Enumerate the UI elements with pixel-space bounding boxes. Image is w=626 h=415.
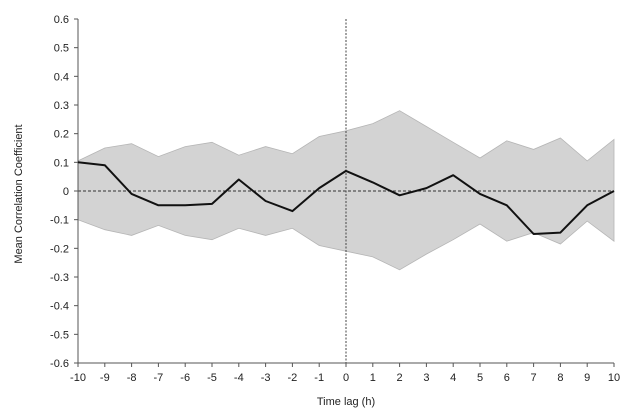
- reference-lines: [78, 19, 614, 363]
- x-tick-label: -5: [207, 372, 217, 384]
- x-tick-label: -8: [127, 372, 137, 384]
- x-tick-label: 1: [370, 372, 376, 384]
- series-layer: [77, 161, 615, 235]
- y-tick-label: 0: [63, 186, 69, 198]
- x-tick-label: -2: [288, 372, 298, 384]
- y-tick-label: 0.3: [54, 100, 69, 112]
- y-tick-label: 0.5: [54, 43, 69, 55]
- x-tick-label: 2: [397, 372, 403, 384]
- x-tick-label: -6: [180, 372, 190, 384]
- x-tick-label: 3: [423, 372, 429, 384]
- y-tick-label: -0.5: [50, 329, 69, 341]
- y-tick-label: -0.1: [50, 215, 69, 227]
- x-tick-label: -9: [100, 372, 110, 384]
- confidence-band: [77, 110, 615, 271]
- tick-labels: 0.6 0.5 0.4 0.3 0.2 0.1 0 -0.1 -0.2 -0.3 -0.4 -0.5 -…: [50, 14, 620, 384]
- y-tick-label: 0.6: [54, 14, 69, 26]
- y-tick-label: 0.2: [54, 129, 69, 141]
- x-tick-label: 4: [450, 372, 456, 384]
- x-tick-label: 6: [504, 372, 510, 384]
- x-tick-label: -10: [70, 372, 86, 384]
- y-tick-label: -0.2: [50, 243, 69, 255]
- band-layer: [77, 110, 615, 271]
- x-tick-label: -1: [314, 372, 324, 384]
- x-tick-label: 0: [343, 372, 349, 384]
- x-tick-label: -7: [154, 372, 164, 384]
- y-tick-label: 0.4: [54, 71, 69, 83]
- axes: [74, 18, 615, 367]
- y-tick-label: -0.4: [50, 301, 69, 313]
- x-tick-label: 5: [477, 372, 483, 384]
- x-axis-title: Time lag (h): [317, 396, 375, 408]
- x-tick-label: 10: [608, 372, 620, 384]
- y-tick-label: -0.3: [50, 272, 69, 284]
- x-tick-label: -3: [261, 372, 271, 384]
- x-tick-label: 8: [557, 372, 563, 384]
- x-tick-label: 9: [584, 372, 590, 384]
- x-tick-label: 7: [531, 372, 537, 384]
- y-tick-label: -0.6: [50, 358, 69, 370]
- mean-correlation-line: [77, 161, 615, 235]
- y-tick-label: 0.1: [54, 157, 69, 169]
- x-tick-label: -4: [234, 372, 244, 384]
- y-axis-title: Mean Correlation Coefficient: [13, 124, 25, 263]
